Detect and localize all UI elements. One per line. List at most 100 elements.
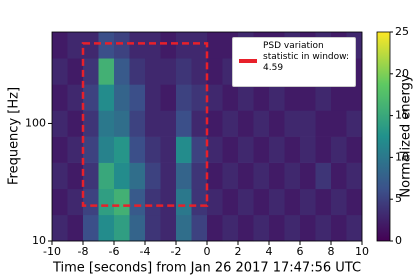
colorbar-tick-label: 0: [395, 234, 402, 247]
heatmap-cell: [191, 214, 208, 242]
heatmap-cell: [269, 110, 285, 137]
heatmap-cell: [67, 110, 84, 137]
heatmap-cell: [284, 136, 301, 163]
heatmap-cell: [114, 188, 130, 216]
heatmap-cell: [145, 162, 161, 190]
heatmap-cell: [191, 58, 208, 85]
heatmap-cell: [238, 214, 254, 242]
y-tick-label: 100: [25, 116, 46, 129]
heatmap-cell: [315, 84, 332, 111]
heatmap-cell: [331, 214, 347, 242]
heatmap-cell: [269, 136, 285, 163]
heatmap-cell: [160, 84, 177, 111]
heatmap-cell: [284, 214, 301, 242]
heatmap-cell: [129, 214, 146, 242]
heatmap-cell: [207, 162, 223, 190]
heatmap-cell: [145, 84, 161, 111]
heatmap-cell: [160, 110, 177, 137]
heatmap-cell: [129, 110, 146, 137]
heatmap-cell: [207, 58, 223, 85]
heatmap-cell: [346, 162, 363, 190]
heatmap-cell: [346, 110, 363, 137]
heatmap-cell: [129, 162, 146, 190]
heatmap-cell: [284, 84, 301, 111]
heatmap-cell: [67, 188, 84, 216]
legend: PSD variation statistic in window: 4.59: [232, 37, 356, 87]
heatmap-cell: [114, 84, 130, 111]
x-tick-label: 0: [204, 245, 211, 258]
heatmap-cell: [98, 110, 115, 137]
heatmap-cell: [98, 188, 115, 216]
heatmap-cell: [300, 84, 316, 111]
heatmap-cell: [191, 162, 208, 190]
heatmap-cell: [160, 32, 177, 59]
heatmap-cell: [331, 188, 347, 216]
heatmap-cell: [284, 110, 301, 137]
heatmap-cell: [315, 214, 332, 242]
heatmap-cell: [98, 214, 115, 242]
heatmap-cell: [176, 162, 192, 190]
x-tick-label: -8: [78, 245, 89, 258]
heatmap-cell: [315, 136, 332, 163]
heatmap-cell: [207, 188, 223, 216]
heatmap-cell: [83, 84, 99, 111]
heatmap-cell: [315, 110, 332, 137]
heatmap-cell: [83, 136, 99, 163]
heatmap-cell: [52, 136, 68, 163]
heatmap-cell: [191, 32, 208, 59]
heatmap-cell: [52, 162, 68, 190]
heatmap-cell: [191, 136, 208, 163]
heatmap-cell: [160, 136, 177, 163]
heatmap-cell: [207, 110, 223, 137]
heatmap-cell: [67, 136, 84, 163]
heatmap-cell: [160, 188, 177, 216]
heatmap-cell: [114, 58, 130, 85]
heatmap-cell: [160, 214, 177, 242]
x-tick-label: 2: [235, 245, 242, 258]
heatmap-cell: [222, 188, 239, 216]
heatmap-cell: [331, 110, 347, 137]
heatmap-cell: [207, 214, 223, 242]
heatmap-cell: [331, 84, 347, 111]
heatmap-cell: [145, 110, 161, 137]
heatmap-cell: [52, 32, 68, 59]
heatmap-cell: [238, 162, 254, 190]
heatmap-cell: [191, 84, 208, 111]
heatmap-cell: [207, 32, 223, 59]
heatmap-cell: [129, 32, 146, 59]
heatmap-cell: [176, 136, 192, 163]
heatmap-cell: [269, 188, 285, 216]
colorbar-tick-label: 15: [395, 109, 409, 122]
heatmap-cell: [346, 136, 363, 163]
heatmap-cell: [83, 214, 99, 242]
heatmap-cell: [253, 110, 270, 137]
heatmap-cell: [269, 84, 285, 111]
colorbar-tick-label: 20: [395, 67, 409, 80]
heatmap-cell: [207, 136, 223, 163]
heatmap-cell: [114, 110, 130, 137]
heatmap-cell: [222, 162, 239, 190]
x-tick-label: -10: [43, 245, 61, 258]
heatmap-cell: [83, 188, 99, 216]
heatmap-cell: [160, 162, 177, 190]
heatmap-cell: [67, 84, 84, 111]
heatmap-cell: [83, 110, 99, 137]
heatmap-cell: [176, 110, 192, 137]
legend-label: PSD variation statistic in window: 4.59: [263, 41, 350, 73]
x-tick-label: -4: [140, 245, 151, 258]
heatmap-cell: [346, 188, 363, 216]
heatmap-cell: [129, 188, 146, 216]
heatmap-cell: [145, 32, 161, 59]
heatmap-cell: [222, 110, 239, 137]
heatmap-cell: [315, 162, 332, 190]
heatmap-cell: [253, 162, 270, 190]
heatmap-cell: [222, 214, 239, 242]
heatmap-cell: [67, 162, 84, 190]
heatmap-cell: [114, 32, 130, 59]
x-tick-label: 4: [266, 245, 273, 258]
heatmap-cell: [253, 136, 270, 163]
heatmap-cell: [191, 188, 208, 216]
y-axis-label: Frequency [Hz]: [7, 87, 22, 185]
y-tick-label: 10: [32, 234, 46, 247]
